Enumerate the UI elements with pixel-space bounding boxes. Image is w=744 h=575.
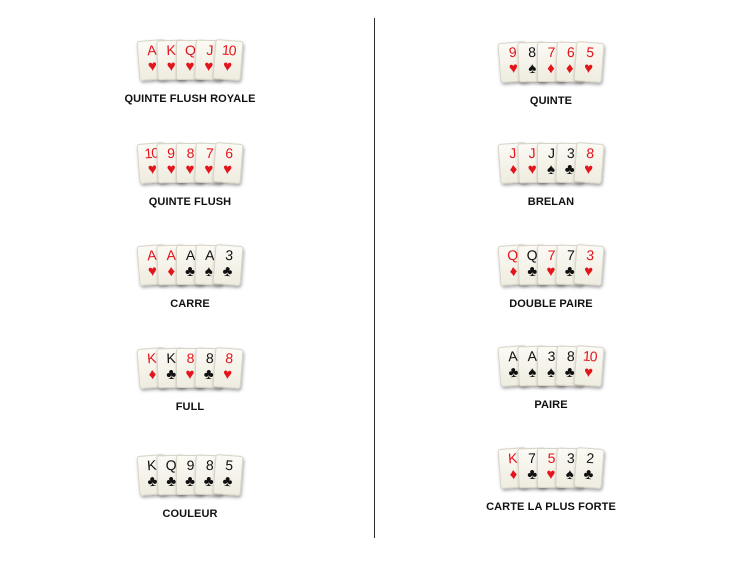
card-fan: J ♦ J ♥ J ♠ 3 ♣ 8 ♥ [497, 141, 605, 185]
playing-card: 8 ♥ [212, 346, 244, 390]
card-rank: 8 [186, 350, 195, 366]
playing-card: 5 ♥ [537, 448, 565, 488]
playing-card: 3 ♥ [573, 243, 605, 287]
hand-full: K ♦ K ♣ 8 ♥ 8 ♣ 8 ♥ FULL [110, 346, 270, 413]
card-rank: 10 [221, 41, 237, 59]
hand-name-label: QUINTE FLUSH [148, 196, 232, 208]
heart-suit-icon: ♥ [222, 57, 233, 76]
card-rank: 7 [547, 247, 556, 263]
hand-name-label: FULL [175, 401, 205, 413]
playing-card: 5 ♣ [212, 453, 244, 497]
heart-suit-icon: ♥ [583, 59, 594, 78]
playing-card: 5 ♥ [573, 40, 605, 84]
hand-name-label: CARTE LA PLUS FORTE [486, 501, 616, 513]
heart-suit-icon: ♥ [583, 363, 594, 382]
playing-card: 6 ♥ [212, 141, 244, 185]
hand-name-label: BRELAN [527, 196, 575, 208]
playing-card: 10 ♥ [212, 38, 244, 82]
playing-card: 3 ♣ [212, 243, 244, 287]
club-suit-icon: ♣ [582, 465, 595, 484]
heart-suit-icon: ♥ [583, 262, 594, 281]
card-rank: 6 [224, 144, 233, 162]
card-rank: 7 [547, 44, 556, 60]
card-fan: A ♥ K ♥ Q ♥ J ♥ 10 ♥ [136, 38, 244, 82]
card-rank: 2 [585, 449, 594, 467]
card-fan: A ♥ A ♦ A ♣ A ♠ 3 ♣ [136, 243, 244, 287]
hand-name-label: DOUBLE PAIRE [509, 298, 593, 310]
heart-suit-icon: ♥ [546, 466, 556, 483]
card-rank: A [185, 247, 195, 263]
card-rank: 8 [186, 145, 195, 161]
hand-name-label: PAIRE [534, 399, 568, 411]
diamond-suit-icon: ♦ [547, 60, 555, 77]
hand-carte-la-plus-forte: K ♦ 7 ♣ 5 ♥ 3 ♠ 2 ♣ CARTE LA PLUS FORTE [471, 446, 631, 513]
club-suit-icon: ♣ [185, 263, 195, 280]
club-suit-icon: ♣ [221, 472, 234, 491]
hand-carre: A ♥ A ♦ A ♣ A ♠ 3 ♣ CARRE [110, 243, 270, 310]
card-fan: Q ♦ Q ♣ 7 ♥ 7 ♣ 3 ♥ [497, 243, 605, 287]
card-rank: 5 [224, 456, 233, 474]
card-rank: 10 [582, 347, 598, 365]
card-rank: J [548, 145, 555, 161]
club-suit-icon: ♣ [221, 262, 234, 281]
card-rank: 5 [585, 43, 594, 61]
heart-suit-icon: ♥ [583, 160, 594, 179]
playing-card: 2 ♣ [573, 446, 605, 490]
hand-paire: A ♣ A ♠ 3 ♠ 8 ♣ 10 ♥ PAIRE [471, 344, 631, 411]
card-rank: 3 [585, 246, 594, 264]
hand-name-label: COULEUR [162, 508, 218, 520]
playing-card: 8 ♥ [573, 141, 605, 185]
spade-suit-icon: ♠ [547, 364, 555, 381]
hand-name-label: QUINTE [529, 95, 573, 107]
hand-double-paire: Q ♦ Q ♣ 7 ♥ 7 ♣ 3 ♥ DOUBLE PAIRE [471, 243, 631, 310]
spade-suit-icon: ♠ [547, 161, 555, 178]
card-rank: 8 [224, 349, 233, 367]
heart-suit-icon: ♥ [222, 365, 233, 384]
card-fan: 10 ♥ 9 ♥ 8 ♥ 7 ♥ 6 ♥ [136, 141, 244, 185]
card-rank: 9 [186, 457, 195, 473]
hand-quinte: 9 ♥ 8 ♠ 7 ♦ 6 ♦ 5 ♥ QUINTE [471, 40, 631, 107]
card-fan: A ♣ A ♠ 3 ♠ 8 ♣ 10 ♥ [497, 344, 605, 388]
card-fan: K ♦ 7 ♣ 5 ♥ 3 ♠ 2 ♣ [497, 446, 605, 490]
heart-suit-icon: ♥ [222, 160, 233, 179]
heart-suit-icon: ♥ [185, 58, 195, 75]
card-fan: K ♦ K ♣ 8 ♥ 8 ♣ 8 ♥ [136, 346, 244, 390]
card-rank: 3 [224, 246, 233, 264]
hand-couleur: K ♣ Q ♣ 9 ♣ 8 ♣ 5 ♣ COULEUR [110, 453, 270, 520]
hand-name-label: QUINTE FLUSH ROYALE [124, 93, 256, 105]
heart-suit-icon: ♥ [185, 366, 195, 383]
heart-suit-icon: ♥ [546, 263, 556, 280]
card-rank: 3 [547, 348, 556, 364]
card-fan: K ♣ Q ♣ 9 ♣ 8 ♣ 5 ♣ [136, 453, 244, 497]
heart-suit-icon: ♥ [185, 161, 195, 178]
club-suit-icon: ♣ [185, 473, 195, 490]
hand-brelan: J ♦ J ♥ J ♠ 3 ♣ 8 ♥ BRELAN [471, 141, 631, 208]
hand-quinte-flush-royale: A ♥ K ♥ Q ♥ J ♥ 10 ♥ QUINTE FLUSH ROYALE [110, 38, 270, 105]
card-rank: 8 [585, 144, 594, 162]
playing-card: 10 ♥ [573, 344, 605, 388]
hand-name-label: CARRE [170, 298, 210, 310]
card-rank: Q [185, 42, 196, 58]
card-rank: 5 [547, 450, 556, 466]
card-fan: 9 ♥ 8 ♠ 7 ♦ 6 ♦ 5 ♥ [497, 40, 605, 84]
column-divider [374, 18, 375, 538]
hand-quinte-flush: 10 ♥ 9 ♥ 8 ♥ 7 ♥ 6 ♥ QUINTE FLUSH [110, 141, 270, 208]
